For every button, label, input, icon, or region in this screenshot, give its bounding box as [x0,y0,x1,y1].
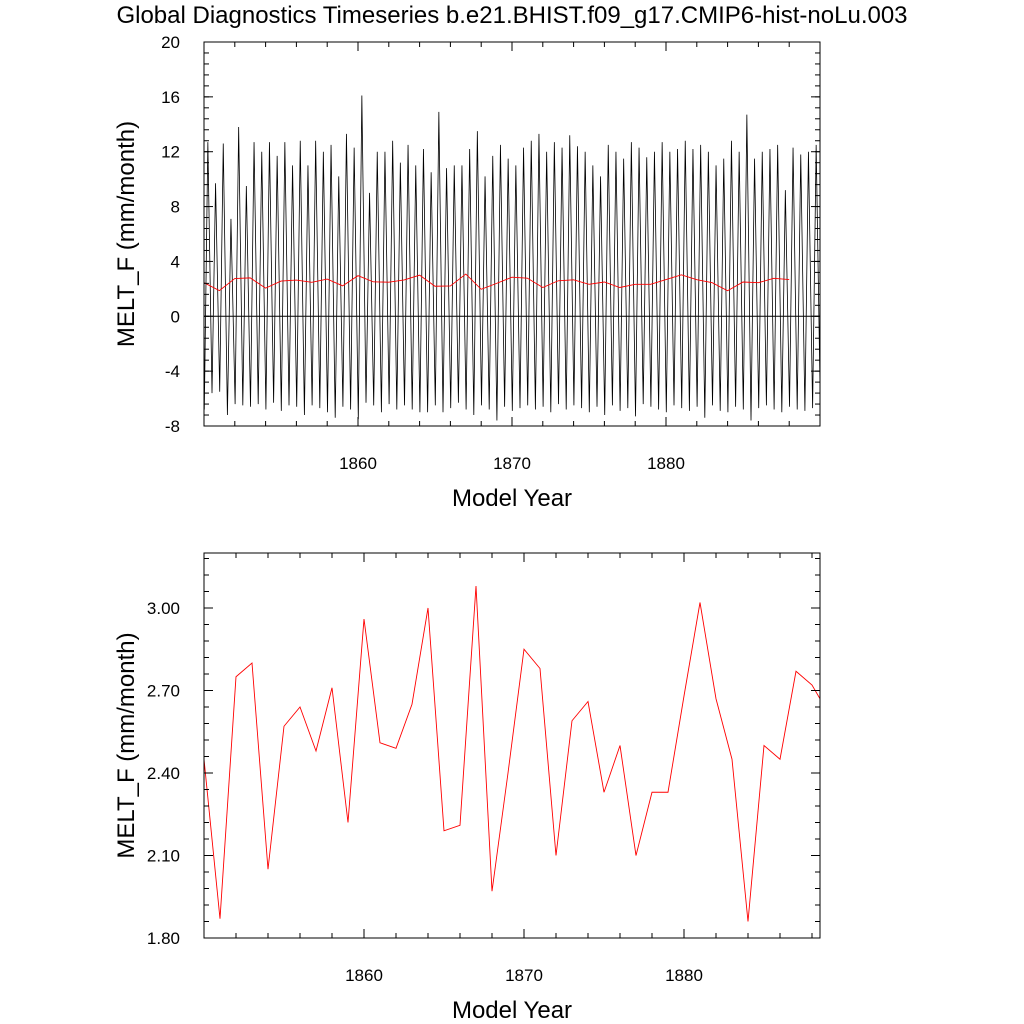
y-tick-label: 20 [161,33,180,52]
y-tick-label: 2.40 [147,764,180,783]
x-axis-label: Model Year [452,485,572,512]
y-axis-label: MELT_F (mm/month) [113,121,140,347]
y-tick-label: 12 [161,143,180,162]
annual-mean-series-line [204,273,790,292]
y-axis-label: MELT_F (mm/month) [113,632,140,858]
y-tick-label: 16 [161,88,180,107]
x-tick-label: 1880 [647,454,685,473]
chart-panel-2: 1.80 2.10 2.40 2.70 3.00 1860 1870 1880 Model Ye… [113,552,821,1024]
y-tick-label: 2.70 [147,682,180,701]
y-tick-label: 4 [171,252,180,271]
y-tick-label: 8 [171,198,180,217]
y-tick-label: 0 [171,307,180,326]
x-tick-label: 1860 [339,454,377,473]
annual-mean-series-line [204,585,820,922]
x-tick-label: 1870 [505,966,543,985]
page-title: Global Diagnostics Timeseries b.e21.BHIS… [116,2,908,29]
plot-frame [203,552,821,939]
x-tick-label: 1870 [493,454,531,473]
x-tick-label: 1860 [345,966,383,985]
x-axis-label: Model Year [452,997,572,1024]
monthly-series-line [204,95,820,421]
chart-panel-1: -8 -4 0 4 8 12 16 20 1860 1870 1880 Model Year MELT_… [113,33,821,512]
y-tick-label: 2.10 [147,847,180,866]
y-tick-label: -4 [165,362,180,381]
x-tick-label: 1880 [665,966,703,985]
y-tick-label: -8 [165,417,180,436]
y-tick-label: 3.00 [147,599,180,618]
y-tick-label: 1.80 [147,929,180,948]
